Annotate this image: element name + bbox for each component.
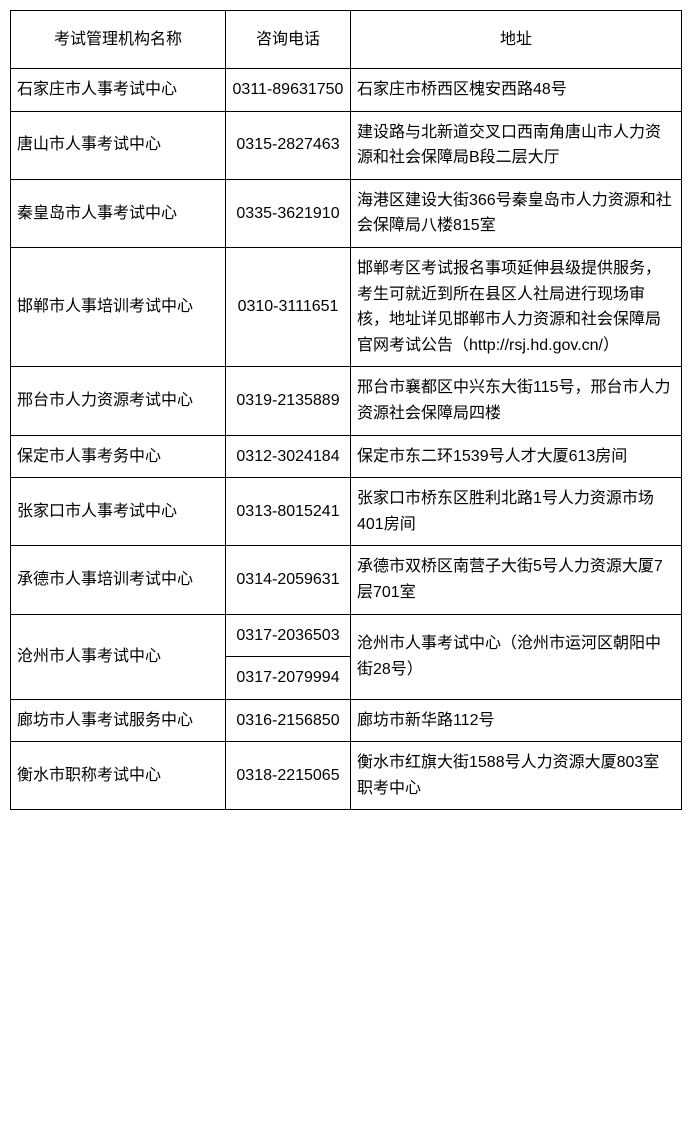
cell-address: 承德市双桥区南营子大街5号人力资源大厦7层701室 (351, 546, 682, 614)
header-name: 考试管理机构名称 (11, 11, 226, 69)
cell-phone: 0318-2215065 (226, 742, 351, 810)
table-row: 石家庄市人事考试中心 0311-89631750 石家庄市桥西区槐安西路48号 (11, 69, 682, 112)
cell-phone: 0310-3111651 (226, 247, 351, 366)
cell-phone: 0314-2059631 (226, 546, 351, 614)
cell-address: 建设路与北新道交叉口西南角唐山市人力资源和社会保障局B段二层大厅 (351, 111, 682, 179)
table-row: 张家口市人事考试中心 0313-8015241 张家口市桥东区胜利北路1号人力资… (11, 478, 682, 546)
cell-name: 邯郸市人事培训考试中心 (11, 247, 226, 366)
table-row: 邢台市人力资源考试中心 0319-2135889 邢台市襄都区中兴东大街115号… (11, 367, 682, 435)
cell-name: 廊坊市人事考试服务中心 (11, 699, 226, 742)
cell-name: 张家口市人事考试中心 (11, 478, 226, 546)
cell-phone: 0315-2827463 (226, 111, 351, 179)
cell-phone: 0319-2135889 (226, 367, 351, 435)
cell-name: 邢台市人力资源考试中心 (11, 367, 226, 435)
cell-address: 张家口市桥东区胜利北路1号人力资源市场401房间 (351, 478, 682, 546)
header-phone: 咨询电话 (226, 11, 351, 69)
table-row: 秦皇岛市人事考试中心 0335-3621910 海港区建设大街366号秦皇岛市人… (11, 179, 682, 247)
cell-name: 保定市人事考务中心 (11, 435, 226, 478)
cell-phone: 0316-2156850 (226, 699, 351, 742)
cell-address: 廊坊市新华路112号 (351, 699, 682, 742)
cell-name: 沧州市人事考试中心 (11, 614, 226, 699)
cell-address: 保定市东二环1539号人才大厦613房间 (351, 435, 682, 478)
cell-name: 唐山市人事考试中心 (11, 111, 226, 179)
cell-name: 衡水市职称考试中心 (11, 742, 226, 810)
cell-name: 承德市人事培训考试中心 (11, 546, 226, 614)
cell-address: 邢台市襄都区中兴东大街115号，邢台市人力资源社会保障局四楼 (351, 367, 682, 435)
cell-address: 石家庄市桥西区槐安西路48号 (351, 69, 682, 112)
cell-phone: 0317-2079994 (226, 657, 351, 700)
table-row: 廊坊市人事考试服务中心 0316-2156850 廊坊市新华路112号 (11, 699, 682, 742)
cell-phone: 0313-8015241 (226, 478, 351, 546)
table-row: 保定市人事考务中心 0312-3024184 保定市东二环1539号人才大厦61… (11, 435, 682, 478)
cell-phone: 0317-2036503 (226, 614, 351, 657)
table-row: 承德市人事培训考试中心 0314-2059631 承德市双桥区南营子大街5号人力… (11, 546, 682, 614)
table-row: 唐山市人事考试中心 0315-2827463 建设路与北新道交叉口西南角唐山市人… (11, 111, 682, 179)
header-address: 地址 (351, 11, 682, 69)
cell-address: 邯郸考区考试报名事项延伸县级提供服务，考生可就近到所在县区人社局进行现场审核，地… (351, 247, 682, 366)
table-row: 衡水市职称考试中心 0318-2215065 衡水市红旗大街1588号人力资源大… (11, 742, 682, 810)
table-row: 沧州市人事考试中心 0317-2036503 沧州市人事考试中心（沧州市运河区朝… (11, 614, 682, 657)
cell-phone: 0335-3621910 (226, 179, 351, 247)
cell-address: 沧州市人事考试中心（沧州市运河区朝阳中街28号） (351, 614, 682, 699)
cell-phone: 0311-89631750 (226, 69, 351, 112)
cell-address: 衡水市红旗大街1588号人力资源大厦803室职考中心 (351, 742, 682, 810)
cell-name: 秦皇岛市人事考试中心 (11, 179, 226, 247)
table-header-row: 考试管理机构名称 咨询电话 地址 (11, 11, 682, 69)
table-row: 邯郸市人事培训考试中心 0310-3111651 邯郸考区考试报名事项延伸县级提… (11, 247, 682, 366)
cell-name: 石家庄市人事考试中心 (11, 69, 226, 112)
exam-agency-table: 考试管理机构名称 咨询电话 地址 石家庄市人事考试中心 0311-8963175… (10, 10, 682, 810)
cell-address: 海港区建设大街366号秦皇岛市人力资源和社会保障局八楼815室 (351, 179, 682, 247)
cell-phone: 0312-3024184 (226, 435, 351, 478)
